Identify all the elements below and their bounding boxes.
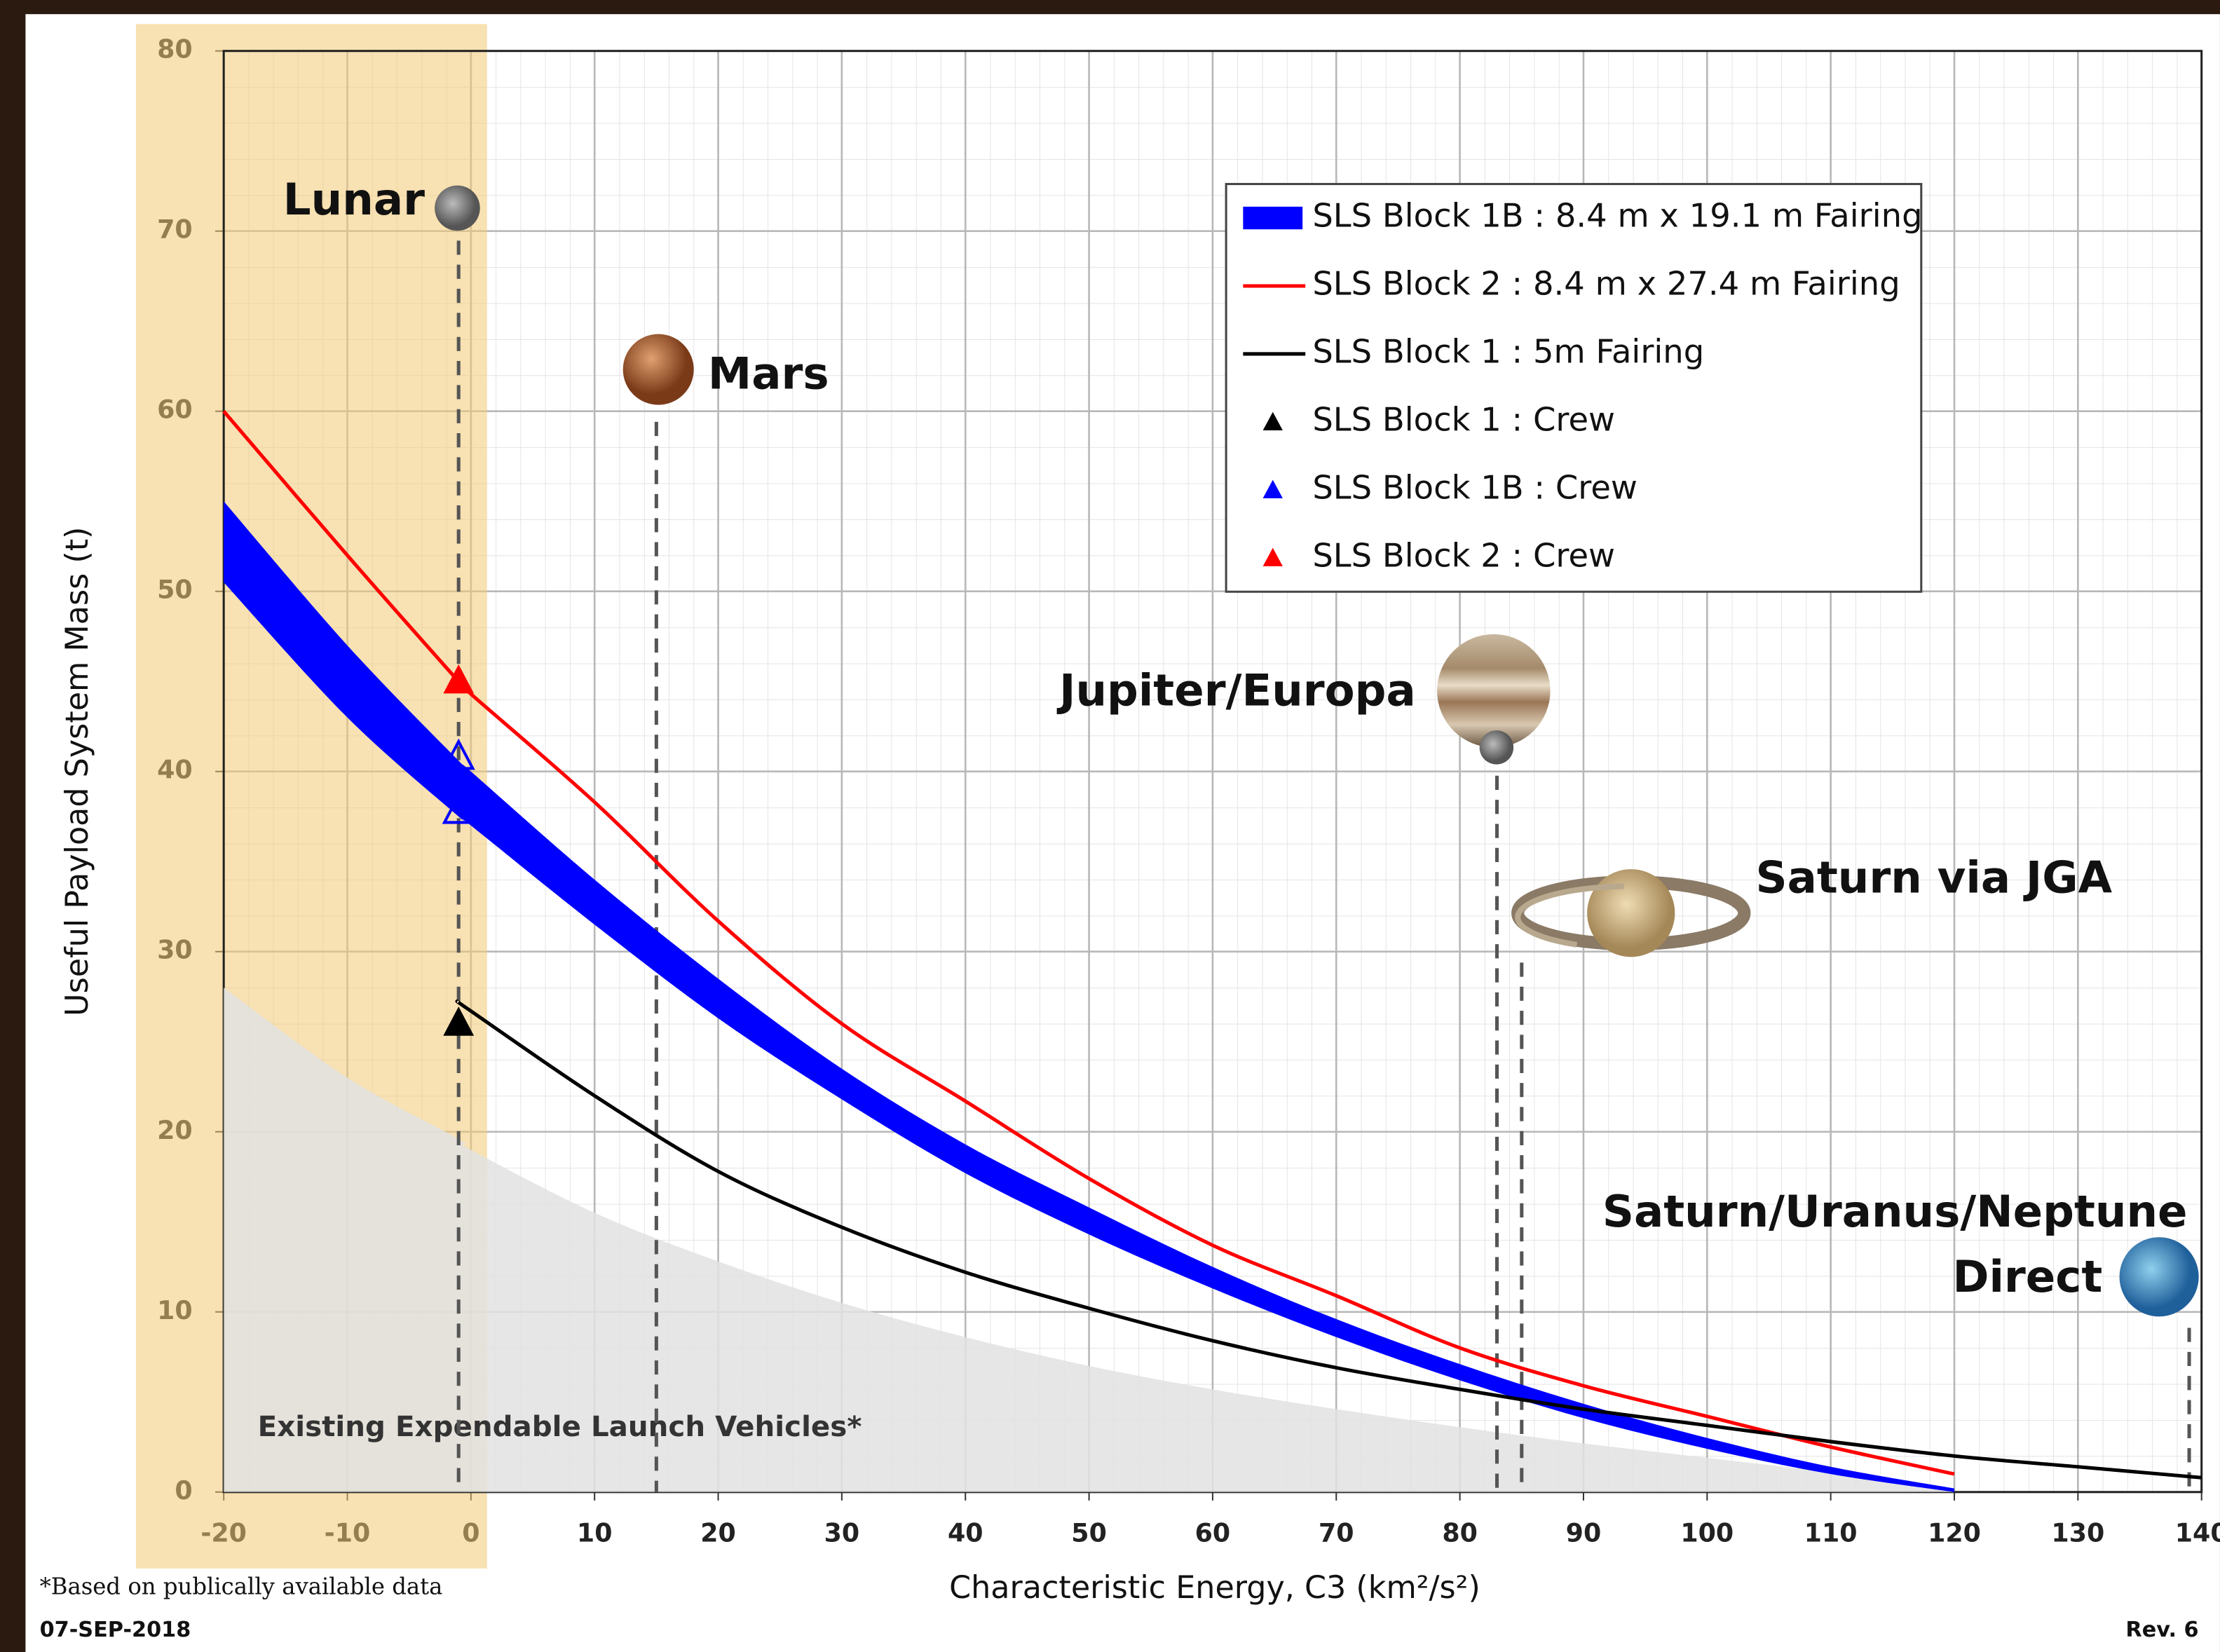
legend-label: SLS Block 1B : Crew	[1312, 468, 1637, 506]
legend-label: SLS Block 1 : 5m Fairing	[1312, 332, 1704, 370]
legend-swatch	[1243, 206, 1303, 230]
crew-marker	[443, 1006, 475, 1036]
crew-marker	[442, 738, 475, 770]
legend-label: SLS Block 2 : 8.4 m x 27.4 m Fairing	[1312, 264, 1900, 302]
x-tick-label: 90	[1566, 1517, 1602, 1548]
saturn-icon	[1587, 869, 1675, 957]
y-axis-label: Useful Payload System Mass (t)	[60, 527, 95, 1016]
destination-label: Saturn/Uranus/Neptune	[1602, 1186, 2188, 1237]
revision: Rev. 6	[2125, 1618, 2198, 1642]
plot-area: -20-100102030405060708090100110120130140…	[135, 24, 2220, 1569]
x-axis-label: Characteristic Energy, C3 (km²/s²)	[949, 1570, 1480, 1606]
x-tick-label: 50	[1071, 1517, 1107, 1548]
destination-label: Direct	[1952, 1251, 2102, 1302]
date: 07-SEP-2018	[40, 1618, 191, 1642]
legend-label: SLS Block 2 : Crew	[1312, 536, 1615, 574]
legend-swatch	[1262, 547, 1283, 566]
legend-box	[1225, 183, 1923, 593]
line	[455, 999, 2202, 1480]
x-tick-label: 10	[577, 1517, 613, 1548]
x-tick-label: 80	[1442, 1517, 1478, 1548]
elv-label: Existing Expendable Launch Vehicles*	[258, 1410, 862, 1443]
legend-swatch	[1262, 479, 1283, 498]
mars-icon	[622, 334, 694, 405]
x-tick-label: 40	[948, 1517, 983, 1548]
destination-label: Lunar	[283, 174, 425, 225]
x-tick-label: 70	[1319, 1517, 1354, 1548]
x-tick-label: 130	[2051, 1517, 2104, 1548]
x-tick-label: 100	[1680, 1517, 1734, 1548]
crew-marker	[443, 664, 475, 694]
moon-icon	[435, 185, 480, 231]
destination-label: Jupiter/Europa	[1056, 665, 1416, 716]
legend-label: SLS Block 1 : Crew	[1312, 400, 1615, 438]
uranus-icon	[2119, 1237, 2199, 1317]
crew-marker	[442, 792, 475, 824]
europa-icon	[1479, 730, 1514, 765]
x-tick-label: 30	[824, 1517, 860, 1548]
jupiter-icon	[1437, 634, 1551, 748]
legend-label: SLS Block 1B : 8.4 m x 19.1 m Fairing	[1312, 197, 1922, 235]
x-tick-label: 110	[1804, 1517, 1858, 1548]
destination-label: Saturn via JGA	[1755, 852, 2112, 903]
x-tick-label: 120	[1928, 1517, 1981, 1548]
saturn-ring-front	[1515, 883, 1748, 952]
x-tick-label: 20	[700, 1517, 736, 1548]
x-tick-label: 140	[2175, 1517, 2220, 1548]
x-tick-label: 60	[1195, 1517, 1231, 1548]
destination-label: Mars	[708, 348, 829, 399]
footnote: *Based on publically available data	[40, 1574, 443, 1600]
legend-swatch	[1262, 411, 1283, 430]
